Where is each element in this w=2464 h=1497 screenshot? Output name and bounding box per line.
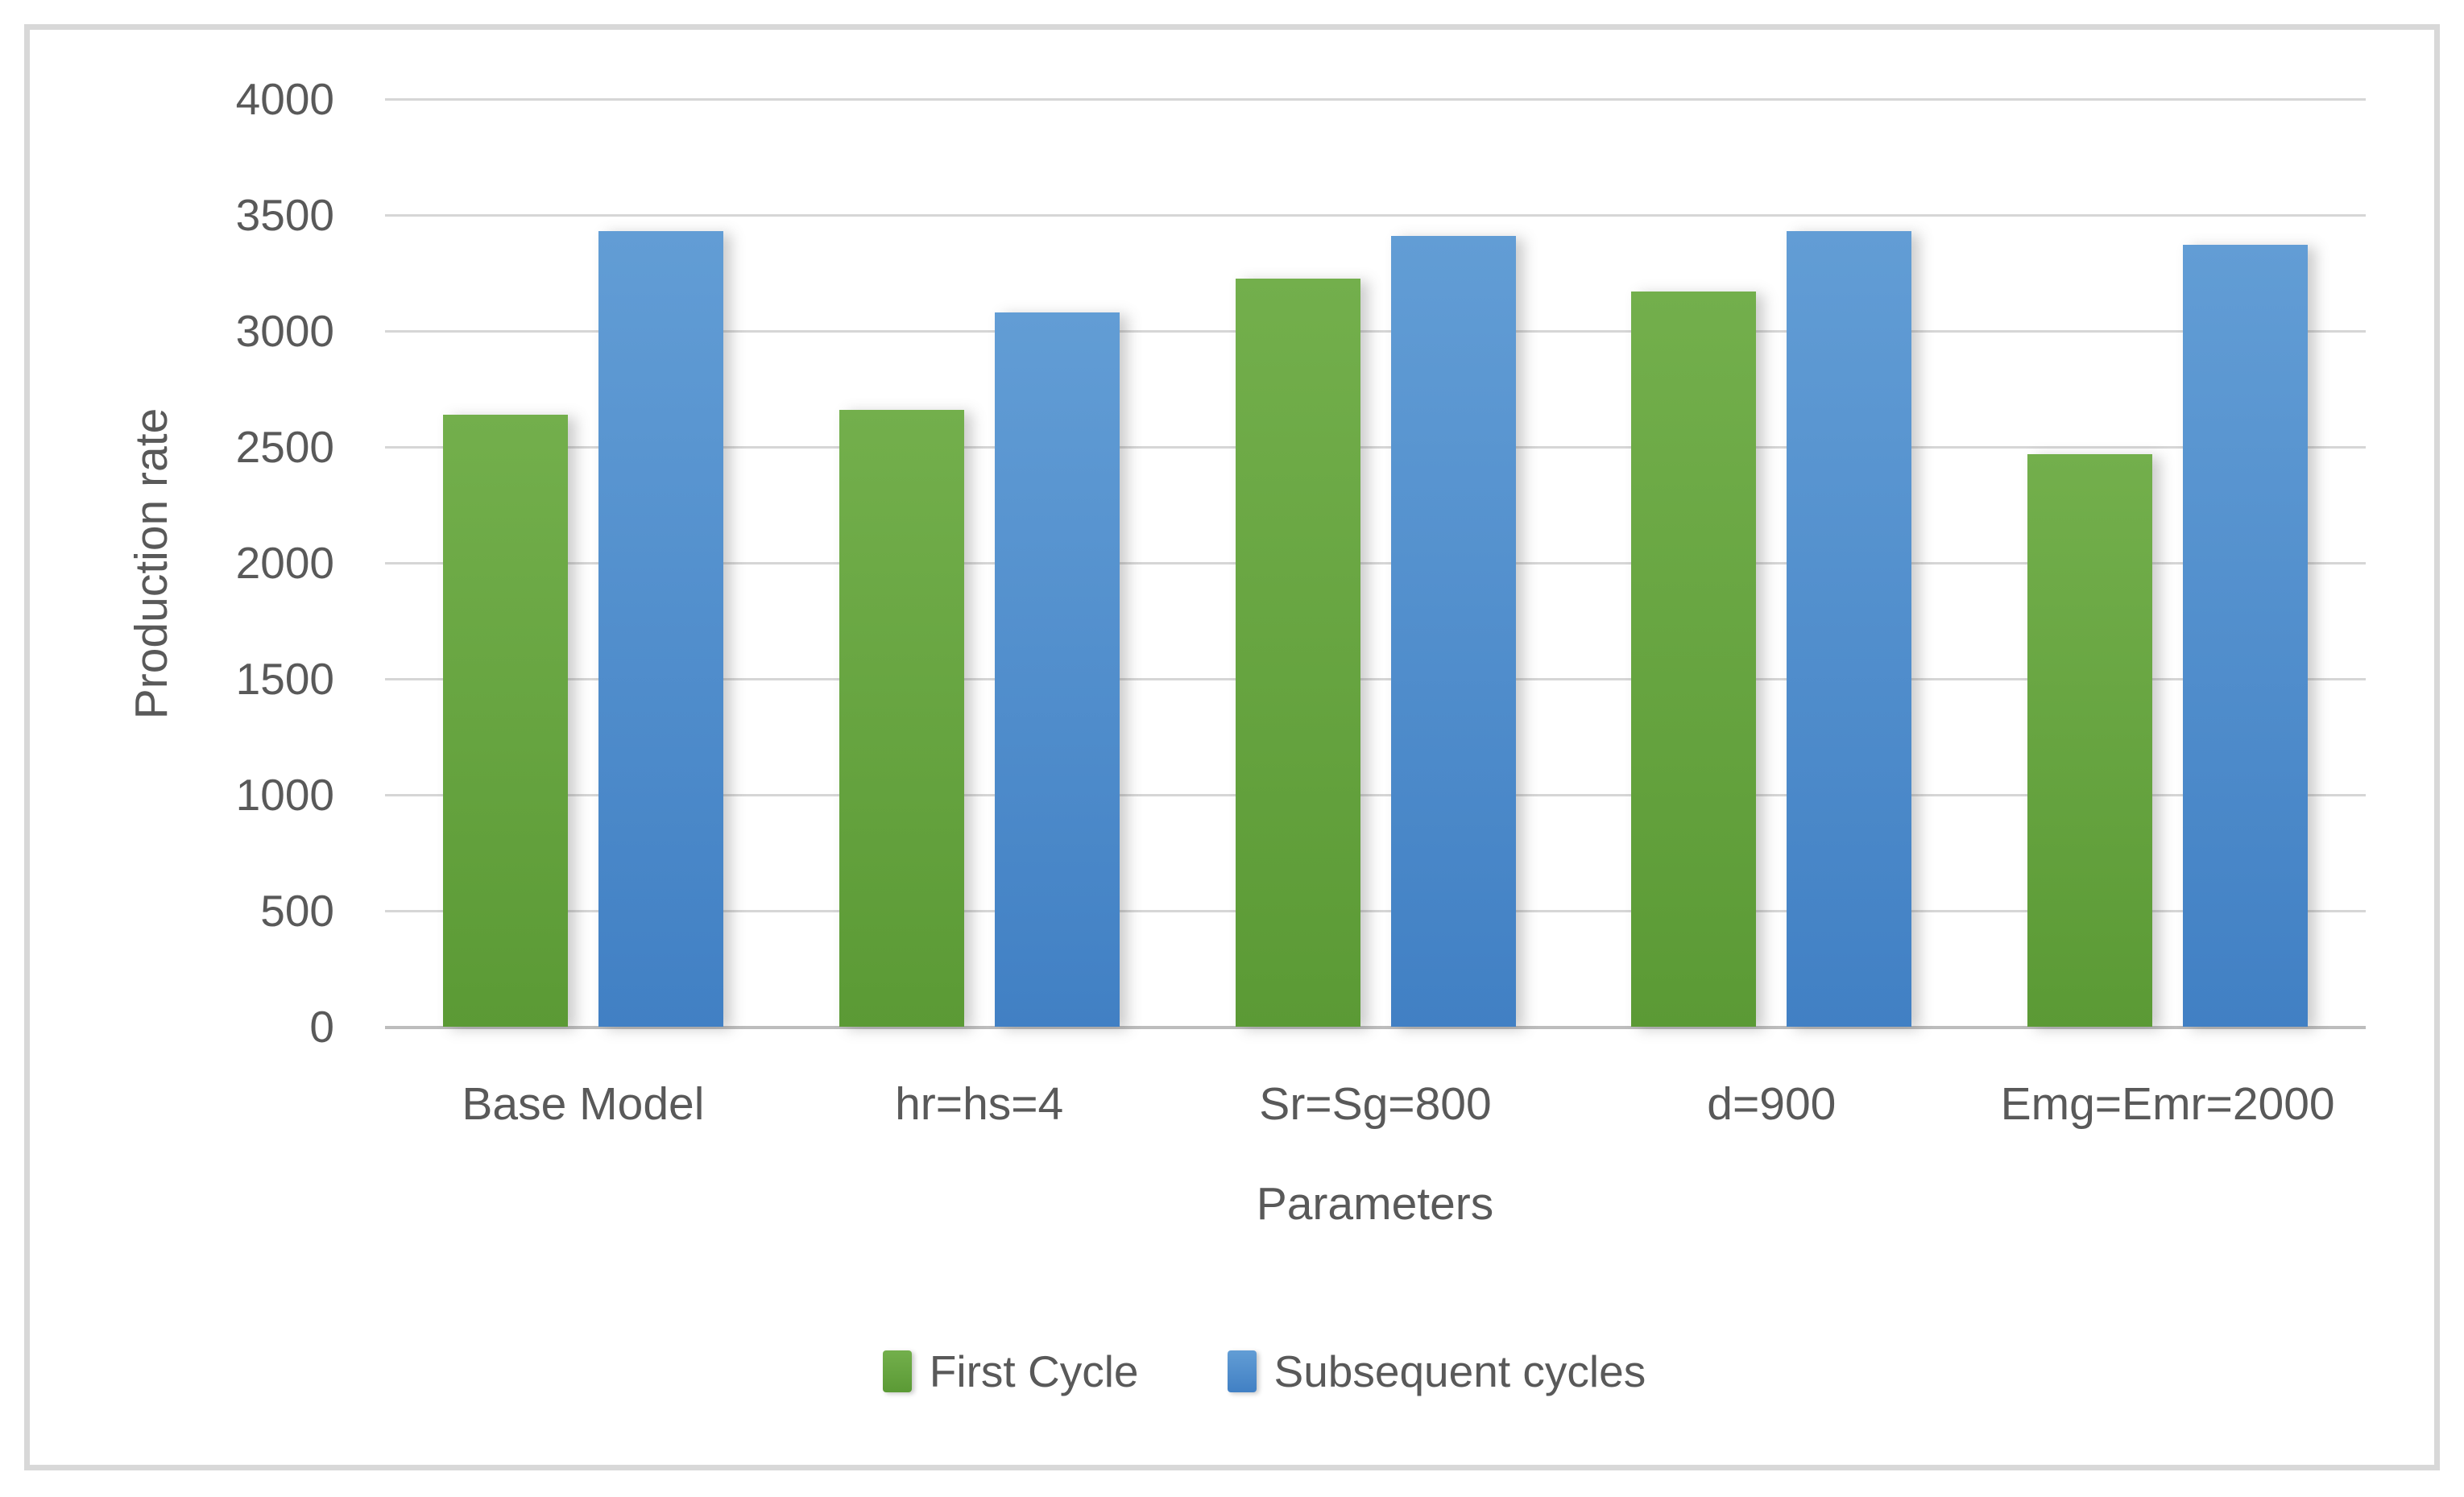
bar-subsequent-cycles	[1390, 235, 1516, 1027]
gridline	[385, 98, 2366, 101]
x-category-label: Base Model	[462, 1078, 705, 1130]
y-tick-label: 2000	[235, 538, 334, 588]
legend-swatch-icon	[1227, 1350, 1257, 1392]
x-category-label: Emg=Emr=2000	[2000, 1078, 2335, 1130]
y-tick-label: 3500	[235, 190, 334, 240]
y-tick-label: 500	[260, 886, 334, 936]
gridline	[385, 678, 2366, 680]
bar-subsequent-cycles	[598, 231, 723, 1027]
chart-legend: First Cycle Subsequent cycles	[0, 1346, 2464, 1396]
y-tick-label: 3000	[235, 306, 334, 356]
bar-first-cycle	[2027, 453, 2153, 1027]
x-category-label: d=900	[1707, 1078, 1837, 1130]
y-tick-label: 2500	[235, 422, 334, 472]
gridline	[385, 794, 2366, 796]
bar-first-cycle	[1631, 292, 1757, 1027]
plot-area	[385, 98, 2366, 1029]
legend-swatch-icon	[882, 1350, 912, 1392]
y-tick-label: 4000	[235, 74, 334, 124]
legend-label: Subsequent cycles	[1273, 1346, 1646, 1396]
x-category-label: hr=hs=4	[895, 1078, 1064, 1130]
legend-label: First Cycle	[929, 1346, 1139, 1396]
gridline	[385, 214, 2366, 217]
bar-first-cycle	[839, 409, 964, 1027]
x-axis-baseline	[385, 1026, 2366, 1029]
gridline	[385, 446, 2366, 449]
y-tick-label: 1000	[235, 770, 334, 820]
bar-subsequent-cycles	[2183, 245, 2309, 1027]
y-tick-label: 0	[309, 1002, 334, 1052]
bar-first-cycle	[442, 414, 568, 1027]
bar-subsequent-cycles	[1787, 231, 1912, 1027]
y-tick-label: 1500	[235, 654, 334, 704]
x-category-label: Sr=Sg=800	[1259, 1078, 1492, 1130]
gridline	[385, 330, 2366, 333]
gridline	[385, 562, 2366, 564]
bar-first-cycle	[1235, 279, 1360, 1027]
legend-item: First Cycle	[882, 1346, 1139, 1396]
legend-item: Subsequent cycles	[1227, 1346, 1646, 1396]
x-axis-title: Parameters	[1256, 1178, 1494, 1230]
bar-subsequent-cycles	[994, 312, 1120, 1027]
gridline	[385, 910, 2366, 912]
